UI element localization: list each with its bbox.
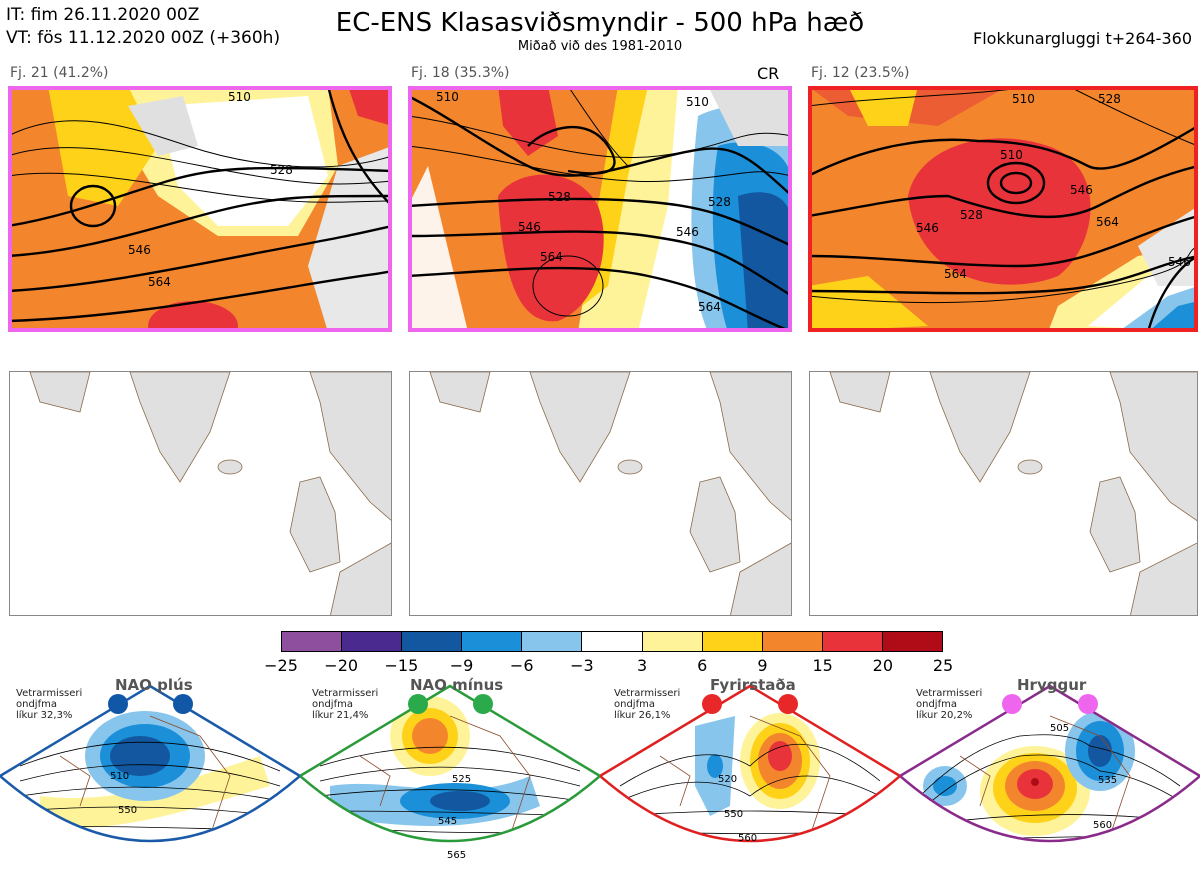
regime-3-name: Fyrirstaða	[710, 676, 796, 694]
regime-2-outline	[300, 684, 600, 843]
regime-4-info: Vetrarmisseri ondjfma líkur 20,2%	[916, 688, 983, 721]
cluster-2-contour-label: 510	[686, 95, 709, 109]
cluster-1-label: Fj. 21 (41.2%)	[10, 65, 109, 81]
page-subtitle: Miðað við des 1981-2010	[517, 39, 683, 54]
regime-4-contour-label: 505	[1050, 723, 1069, 734]
cluster-2-contour-label: 564	[540, 250, 563, 264]
regime-3-dot	[702, 694, 722, 714]
cluster-2-frame	[408, 86, 792, 332]
cluster-1-contour-label: 528	[270, 163, 293, 177]
regime-4-dot	[1078, 694, 1098, 714]
regime-3-outline	[600, 684, 900, 843]
lower-map-1	[9, 371, 392, 616]
cluster-3-contour-label: 564	[944, 267, 967, 281]
cluster-1-contour-label: 564	[148, 275, 171, 289]
regime-3-dot	[778, 694, 798, 714]
colorbar-swatch	[282, 632, 343, 651]
colorbar-swatch	[642, 632, 703, 651]
colorbar-tick-label: 9	[757, 656, 768, 675]
header-dates: IT: fim 26.11.2020 00Z VT: fös 11.12.202…	[6, 4, 280, 50]
colorbar-tick-label: 3	[636, 656, 648, 675]
regime-3-contour-label: 560	[738, 833, 757, 844]
cluster-3-contour-label: 528	[960, 208, 983, 222]
cluster-3-contour-label: 564	[1096, 215, 1119, 229]
regime-nao-plus: 510 550 NAO plús Vetrarmisseri ondjfma lík…	[0, 676, 300, 871]
regime-1-dot	[173, 694, 193, 714]
regime-2-info: Vetrarmisseri ondjfma líkur 21,4%	[312, 688, 379, 721]
colorbar-tick-label: −6	[509, 656, 534, 675]
regime-2-name: NAO mínus	[410, 676, 504, 694]
regime-2-contour-label: 545	[438, 816, 457, 827]
cluster-3-contour-label: 546	[1168, 255, 1191, 269]
colorbar-tick-label: 20	[872, 656, 893, 675]
cluster-1-map: 528 546 564 510	[8, 86, 392, 332]
regime-3-info: Vetrarmisseri ondjfma líkur 26,1%	[614, 688, 681, 721]
regime-2-contour-label: 525	[452, 774, 471, 785]
cluster-1-contour-label: 546	[128, 243, 151, 257]
cluster-3-label: Fj. 12 (23.5%)	[811, 65, 910, 81]
cluster-1-frame	[8, 86, 392, 332]
cluster-3-frame	[808, 86, 1198, 332]
cluster-3-contour-label: 510	[1012, 92, 1035, 106]
regime-4-dot	[1002, 694, 1022, 714]
lower-map-2	[409, 371, 792, 616]
cluster-2-tag: CR	[757, 64, 780, 83]
colorbar-tick-label: −3	[570, 656, 594, 675]
regime-nao-minus: 525 545 565 NAO mínus Vetrarmisseri ondjf…	[300, 676, 600, 871]
colorbar-swatch	[762, 632, 823, 651]
colorbar-swatch	[882, 632, 943, 651]
regime-blocking: 520 550 560 Fyrirstaða Vetrarmisseri ondj…	[600, 676, 900, 871]
cluster-1-contour-label: 510	[228, 90, 251, 104]
regime-4-contour-label: 560	[1093, 820, 1112, 831]
cluster-2-contour-label: 546	[518, 220, 541, 234]
colorbar-tick-label: 6	[697, 656, 708, 675]
regime-1-name: NAO plús	[115, 676, 193, 694]
regime-3-contour-label: 520	[718, 774, 737, 785]
regime-4-outline	[900, 684, 1200, 843]
colorbar-swatch	[462, 632, 523, 651]
colorbar-swatch	[402, 632, 463, 651]
regime-1-dot	[108, 694, 128, 714]
colorbar-tick-label: 15	[812, 656, 833, 675]
initial-time: IT: fim 26.11.2020 00Z	[6, 5, 200, 25]
cluster-3-contour-label: 546	[1070, 183, 1093, 197]
colorbar-tick-label: −25	[264, 656, 298, 675]
anomaly-colorbar	[281, 631, 943, 652]
regime-1-contour-label: 510	[110, 771, 129, 782]
cluster-3-contour-label: 546	[916, 221, 939, 235]
regime-1-outline	[0, 684, 300, 843]
cluster-2-contour-label: 510	[436, 90, 459, 104]
valid-time: VT: fös 11.12.2020 00Z (+360h)	[6, 28, 281, 48]
cluster-2-contour-label: 528	[548, 190, 571, 204]
colorbar-tick-label: −15	[384, 656, 419, 675]
colorbar-tick-label: 25	[932, 656, 954, 675]
cluster-2-label: Fj. 18 (35.3%)	[411, 65, 510, 81]
regime-2-dot	[473, 694, 493, 714]
regime-1-info: Vetrarmisseri ondjfma líkur 32,3%	[16, 688, 83, 721]
colorbar-swatch	[822, 632, 883, 651]
cluster-3-contour-label: 528	[1098, 92, 1121, 106]
cluster-3-map: 510 528 510 528 546 564 546 564 546	[808, 86, 1198, 332]
regime-3-contour-label: 550	[724, 809, 743, 820]
cluster-2-map: 510 528 546 564 510 528 546 564	[408, 86, 792, 332]
colorbar-tick-label: −9	[449, 656, 474, 675]
colorbar-tick-label: −20	[324, 656, 359, 675]
colorbar-swatch	[342, 632, 403, 651]
cluster-2-contour-label: 528	[708, 195, 731, 209]
cluster-window: Flokkunargluggi t+264-360	[973, 29, 1192, 48]
colorbar-swatch	[582, 632, 643, 651]
regime-2-contour-label: 565	[447, 850, 466, 861]
colorbar-swatch	[702, 632, 763, 651]
regime-4-name: Hryggur	[1017, 676, 1087, 694]
page-title: EC-ENS Klasasviðsmyndir - 500 hPa hæð	[335, 8, 865, 38]
cluster-3-contour-label: 510	[1000, 148, 1023, 162]
regime-1-contour-label: 550	[118, 805, 137, 816]
regime-2-dot	[408, 694, 428, 714]
lower-map-3	[809, 371, 1198, 616]
colorbar-swatch	[522, 632, 583, 651]
cluster-2-contour-label: 546	[676, 225, 699, 239]
regime-4-contour-label: 535	[1098, 775, 1117, 786]
regime-ridge: 505 535 560 Hryggur Vetrarmisseri ondjfma…	[900, 676, 1200, 871]
cluster-2-contour-label: 564	[698, 300, 721, 314]
